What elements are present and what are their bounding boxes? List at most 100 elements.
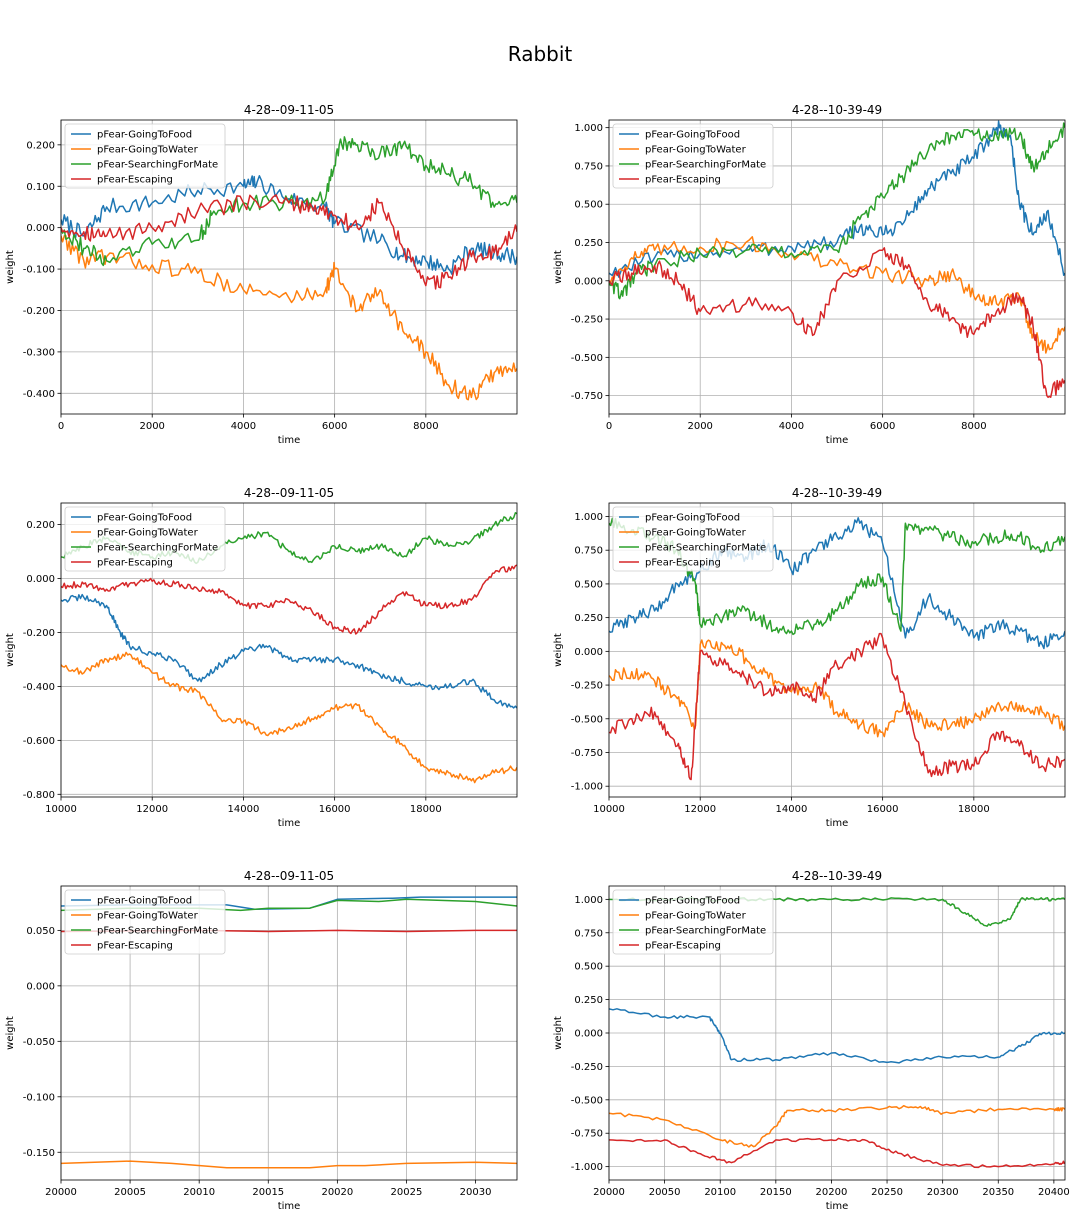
legend-label: pFear-GoingToFood	[97, 130, 192, 141]
y-tick-label: -0.100	[23, 265, 55, 276]
series-line-GoingToFood	[609, 517, 1065, 650]
legend-label: pFear-Escaping	[97, 175, 173, 186]
legend-label: pFear-Escaping	[645, 558, 721, 569]
x-tick-label: 20400	[1038, 1187, 1070, 1198]
legend-box	[612, 123, 774, 189]
legend-label: pFear-Escaping	[97, 558, 173, 569]
legend-label: pFear-GoingToFood	[97, 896, 192, 907]
series-line-GoingToWater	[609, 639, 1065, 738]
legend-label: pFear-SearchingForMate	[97, 543, 218, 554]
x-tick-label: 6000	[870, 421, 895, 432]
legend: pFear-GoingToFood pFear-GoingToWater pFear…	[612, 123, 774, 189]
y-tick-label: 0.000	[26, 223, 55, 234]
y-tick-label: 0.500	[574, 962, 603, 973]
legend-box	[612, 506, 774, 572]
y-axis-label: weight	[553, 1016, 564, 1050]
y-tick-label: -0.200	[23, 628, 55, 639]
axes-frame	[60, 885, 518, 1181]
legend-label: pFear-GoingToFood	[97, 513, 192, 524]
legend-label: pFear-GoingToFood	[645, 130, 740, 141]
x-tick-label: 4000	[231, 421, 256, 432]
legend-label: pFear-SearchingForMate	[97, 160, 218, 171]
legend-box	[612, 889, 774, 955]
legend-label: pFear-SearchingForMate	[97, 926, 218, 937]
y-tick-label: -0.200	[23, 306, 55, 317]
subplot-6: 20000 20050 20100 20150 20200 20250 20300 20350…	[553, 869, 1070, 1212]
y-tick-label: 0.050	[26, 926, 55, 937]
legend-box	[64, 506, 226, 572]
y-tick-label: -0.250	[571, 315, 603, 326]
y-tick-label: -0.500	[571, 714, 603, 725]
series-line-Escaping	[609, 1137, 1065, 1169]
series-line-SearchingForMate	[609, 517, 1065, 636]
y-tick-label: 0.200	[26, 520, 55, 531]
x-tick-label: 20020	[321, 1187, 353, 1198]
series-line-GoingToFood	[609, 1008, 1065, 1064]
subplot-title: 4-28--10-39-49	[792, 486, 882, 500]
y-tick-label: -0.750	[571, 748, 603, 759]
x-tick-label: 20100	[704, 1187, 736, 1198]
y-tick-label: 0.250	[574, 613, 603, 624]
y-tick-label: 0.500	[574, 579, 603, 590]
legend-label: pFear-Escaping	[645, 175, 721, 186]
y-tick-label: -0.300	[23, 347, 55, 358]
y-tick-label: -0.250	[571, 1062, 603, 1073]
y-tick-label: -0.050	[23, 1037, 55, 1048]
legend-label: pFear-SearchingForMate	[645, 160, 766, 171]
x-tick-label: 20025	[391, 1187, 423, 1198]
subplot-title: 4-28--09-11-05	[244, 869, 334, 883]
y-tick-label: 0.250	[574, 995, 603, 1006]
subplot-title: 4-28--10-39-49	[792, 103, 882, 117]
legend-label: pFear-GoingToWater	[645, 145, 747, 156]
legend-label: pFear-GoingToWater	[645, 528, 747, 539]
series-line-GoingToWater	[61, 1160, 517, 1169]
axes-frame	[608, 502, 1066, 798]
x-axis-label: time	[278, 1201, 301, 1212]
series-line-GoingToFood	[61, 593, 517, 709]
y-tick-label: 0.000	[574, 1029, 603, 1040]
x-axis-label: time	[278, 818, 301, 829]
series-line-SearchingForMate	[61, 136, 517, 267]
subplot-title: 4-28--10-39-49	[792, 869, 882, 883]
x-tick-label: 18000	[958, 804, 990, 815]
legend: pFear-GoingToFood pFear-GoingToWater pFear…	[64, 506, 226, 572]
x-tick-label: 20030	[460, 1187, 492, 1198]
y-tick-label: 0.100	[26, 182, 55, 193]
axes-frame	[60, 119, 518, 415]
series-line-Escaping	[609, 632, 1065, 781]
x-tick-label: 0	[606, 421, 612, 432]
x-tick-label: 20300	[927, 1187, 959, 1198]
y-tick-label: 1.000	[574, 123, 603, 134]
x-tick-label: 12000	[136, 804, 168, 815]
legend-box	[64, 889, 226, 955]
y-axis-label: weight	[5, 250, 16, 284]
x-tick-label: 14000	[228, 804, 260, 815]
y-tick-label: 1.000	[574, 512, 603, 523]
series-line-Escaping	[61, 564, 517, 635]
subplot-4: 10000 12000 14000 16000 18000 -1.000 -0.750 -0.…	[553, 486, 1066, 829]
subplot-3: 10000 12000 14000 16000 18000 -0.800 -0.600 -0.…	[5, 486, 518, 829]
legend-label: pFear-SearchingForMate	[645, 543, 766, 554]
x-axis-label: time	[278, 435, 301, 446]
y-tick-label: 0.200	[26, 140, 55, 151]
legend-label: pFear-GoingToWater	[645, 911, 747, 922]
series-line-GoingToWater	[609, 1104, 1065, 1148]
x-tick-label: 14000	[776, 804, 808, 815]
x-tick-label: 16000	[319, 804, 351, 815]
y-tick-label: -0.100	[23, 1092, 55, 1103]
x-tick-label: 20010	[183, 1187, 215, 1198]
y-tick-label: 0.750	[574, 928, 603, 939]
y-tick-label: 0.000	[26, 574, 55, 585]
x-tick-label: 20000	[593, 1187, 625, 1198]
x-tick-label: 20015	[252, 1187, 284, 1198]
series-line-Escaping	[609, 247, 1065, 399]
series-line-GoingToWater	[609, 236, 1065, 354]
y-tick-label: 0.500	[574, 200, 603, 211]
x-tick-label: 2000	[139, 421, 164, 432]
x-tick-label: 8000	[961, 421, 986, 432]
series-line-Escaping	[61, 194, 517, 290]
y-axis-label: weight	[553, 633, 564, 667]
x-tick-label: 0	[58, 421, 64, 432]
legend-label: pFear-GoingToWater	[97, 528, 199, 539]
y-tick-label: 0.750	[574, 161, 603, 172]
